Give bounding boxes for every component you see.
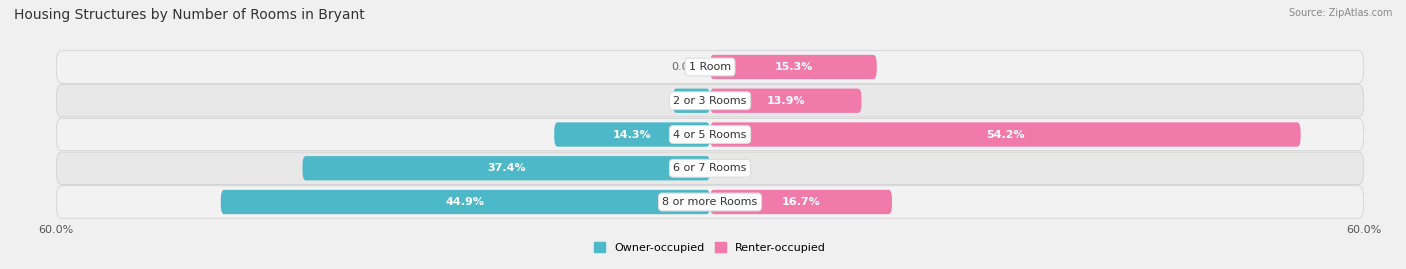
Text: 8 or more Rooms: 8 or more Rooms xyxy=(662,197,758,207)
FancyBboxPatch shape xyxy=(56,51,1364,83)
FancyBboxPatch shape xyxy=(56,186,1364,218)
FancyBboxPatch shape xyxy=(56,84,1364,117)
Text: 13.9%: 13.9% xyxy=(766,96,806,106)
FancyBboxPatch shape xyxy=(302,156,710,180)
FancyBboxPatch shape xyxy=(56,118,1364,151)
Text: 14.3%: 14.3% xyxy=(613,129,651,140)
FancyBboxPatch shape xyxy=(710,190,891,214)
Text: 1 Room: 1 Room xyxy=(689,62,731,72)
Text: 44.9%: 44.9% xyxy=(446,197,485,207)
FancyBboxPatch shape xyxy=(554,122,710,147)
Text: 16.7%: 16.7% xyxy=(782,197,820,207)
Text: 0.0%: 0.0% xyxy=(671,62,699,72)
Text: Source: ZipAtlas.com: Source: ZipAtlas.com xyxy=(1288,8,1392,18)
FancyBboxPatch shape xyxy=(710,55,877,79)
Text: 6 or 7 Rooms: 6 or 7 Rooms xyxy=(673,163,747,173)
Legend: Owner-occupied, Renter-occupied: Owner-occupied, Renter-occupied xyxy=(593,242,827,253)
Text: 54.2%: 54.2% xyxy=(986,129,1025,140)
FancyBboxPatch shape xyxy=(56,152,1364,185)
FancyBboxPatch shape xyxy=(710,122,1301,147)
Text: 0.0%: 0.0% xyxy=(721,163,749,173)
FancyBboxPatch shape xyxy=(673,89,710,113)
Text: 2 or 3 Rooms: 2 or 3 Rooms xyxy=(673,96,747,106)
Text: 4 or 5 Rooms: 4 or 5 Rooms xyxy=(673,129,747,140)
Text: 15.3%: 15.3% xyxy=(775,62,813,72)
Text: 3.4%: 3.4% xyxy=(676,96,707,106)
Text: Housing Structures by Number of Rooms in Bryant: Housing Structures by Number of Rooms in… xyxy=(14,8,364,22)
FancyBboxPatch shape xyxy=(221,190,710,214)
Text: 37.4%: 37.4% xyxy=(486,163,526,173)
FancyBboxPatch shape xyxy=(710,89,862,113)
